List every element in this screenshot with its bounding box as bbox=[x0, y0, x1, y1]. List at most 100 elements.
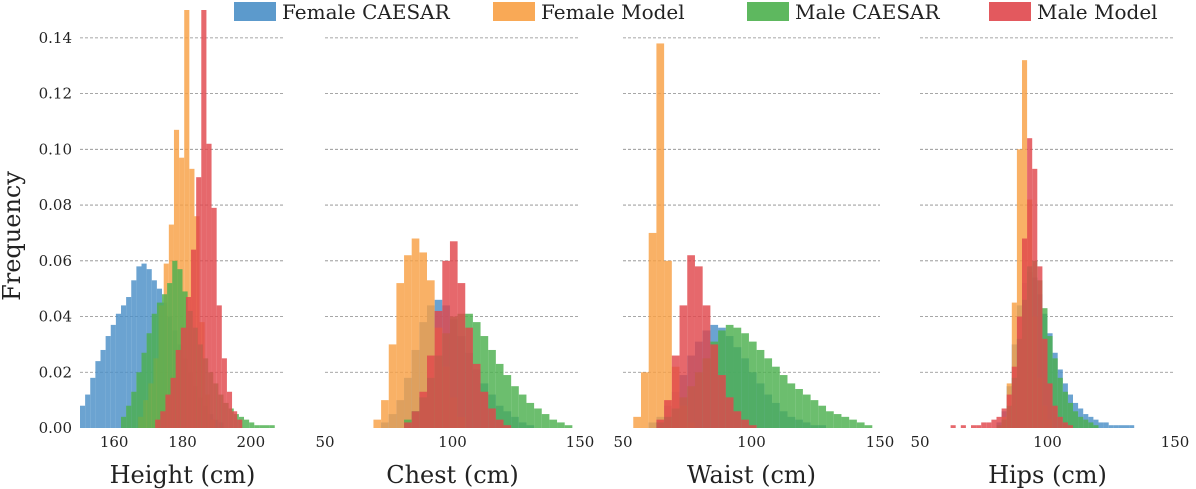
histogram-bar bbox=[100, 349, 106, 428]
histogram-bar bbox=[864, 425, 873, 428]
histogram-bar bbox=[1011, 366, 1017, 428]
histogram-bar bbox=[849, 419, 857, 428]
histogram-bar bbox=[1047, 336, 1053, 428]
histogram-bar bbox=[557, 422, 565, 428]
histogram-bar bbox=[1057, 416, 1063, 428]
histogram-bar bbox=[950, 425, 956, 428]
histogram-bar bbox=[1016, 149, 1022, 428]
x-tick-label: 100 bbox=[737, 433, 766, 451]
histogram-bar bbox=[226, 391, 233, 428]
histogram-bar bbox=[165, 394, 171, 428]
histogram-bar bbox=[404, 255, 412, 428]
histogram-bar bbox=[185, 297, 192, 428]
histogram-bar bbox=[549, 419, 558, 428]
histogram-bar bbox=[381, 400, 389, 428]
histogram-bar bbox=[1129, 425, 1135, 428]
histogram-bar bbox=[126, 297, 132, 428]
histogram-bar bbox=[146, 333, 152, 428]
histogram-bar bbox=[656, 419, 665, 428]
histogram-bar bbox=[465, 327, 473, 428]
histogram-bar bbox=[779, 375, 788, 428]
histogram-bar bbox=[1011, 302, 1017, 428]
histogram-bar bbox=[856, 422, 865, 428]
histogram-bar bbox=[170, 377, 176, 428]
histogram-bar bbox=[167, 283, 173, 428]
histogram-bar bbox=[237, 419, 243, 428]
y-tick-label: 0.10 bbox=[39, 140, 72, 158]
histogram-bar bbox=[121, 305, 127, 428]
histogram-bar bbox=[1022, 238, 1028, 428]
histogram-bar bbox=[503, 375, 512, 428]
x-axis-label: Hips (cm) bbox=[988, 461, 1107, 489]
histogram-bar bbox=[126, 405, 132, 428]
histogram-bar bbox=[541, 414, 550, 428]
histogram-bar bbox=[971, 425, 977, 428]
histogram-bar bbox=[216, 305, 222, 428]
histogram-bar bbox=[1093, 425, 1099, 428]
y-tick-label: 0.14 bbox=[39, 29, 72, 47]
histogram-bar bbox=[664, 260, 672, 428]
histogram-bar bbox=[141, 263, 147, 428]
y-tick-label: 0.02 bbox=[39, 363, 72, 381]
histogram-bar bbox=[1078, 416, 1084, 428]
histogram-bar bbox=[725, 324, 734, 428]
histogram-bars bbox=[80, 10, 1135, 428]
histogram-bar bbox=[1103, 422, 1109, 428]
histogram-bar bbox=[1073, 411, 1079, 428]
x-tick-label: 160 bbox=[100, 433, 129, 451]
histogram-bar bbox=[427, 280, 435, 428]
histogram-bar bbox=[718, 375, 726, 428]
histogram-bar bbox=[472, 363, 481, 428]
histogram-bar bbox=[495, 419, 504, 428]
histogram-bar bbox=[434, 310, 443, 428]
histogram-bar bbox=[411, 238, 420, 428]
histogram-bar bbox=[156, 302, 163, 428]
histogram-bar bbox=[1118, 425, 1124, 428]
histogram-bar bbox=[1052, 405, 1058, 428]
histogram-bar bbox=[534, 408, 542, 428]
histogram-bar bbox=[90, 377, 96, 428]
histogram-bar bbox=[687, 255, 695, 428]
histogram-bar bbox=[221, 358, 227, 428]
legend-swatch bbox=[234, 2, 276, 21]
x-tick-label: 150 bbox=[566, 433, 595, 451]
histogram-bar bbox=[826, 411, 834, 428]
histogram-bar bbox=[191, 249, 197, 428]
histogram-bar bbox=[802, 394, 811, 428]
histogram-bar bbox=[748, 425, 757, 428]
histogram-bar bbox=[232, 411, 238, 428]
histogram-bar bbox=[180, 327, 186, 428]
histogram-bar bbox=[196, 177, 202, 428]
histogram-bar bbox=[442, 260, 450, 428]
histogram-bar bbox=[1047, 383, 1053, 428]
histogram-bar bbox=[480, 391, 489, 428]
histogram-bar bbox=[1032, 168, 1038, 428]
histogram-bar bbox=[564, 425, 573, 428]
histogram-bar bbox=[503, 425, 512, 428]
histogram-bar bbox=[656, 43, 665, 428]
histogram-bar bbox=[151, 313, 157, 428]
histogram-bar bbox=[1088, 422, 1094, 428]
histogram-bar bbox=[427, 355, 435, 428]
histogram-bar bbox=[211, 207, 217, 428]
histogram-bar bbox=[110, 324, 116, 428]
histogram-bar bbox=[1067, 402, 1073, 428]
legend-swatch bbox=[493, 2, 535, 21]
histogram-bar bbox=[131, 391, 137, 428]
histogram-bar bbox=[419, 252, 427, 428]
histogram-bar bbox=[518, 394, 527, 428]
hist-male-model bbox=[656, 255, 757, 428]
histogram-bar bbox=[177, 269, 183, 428]
histogram-bar bbox=[833, 414, 842, 428]
histogram-bar bbox=[206, 143, 212, 428]
histogram-bar bbox=[115, 313, 122, 428]
y-tick-label: 0.04 bbox=[39, 308, 72, 326]
hist-male-model bbox=[404, 241, 512, 428]
histogram-bar bbox=[1062, 422, 1068, 428]
histogram-bar bbox=[818, 405, 827, 428]
histogram-bar bbox=[741, 419, 749, 428]
histogram-bar bbox=[488, 349, 496, 428]
histogram-bar bbox=[105, 336, 111, 428]
histogram-bar bbox=[1042, 338, 1048, 428]
